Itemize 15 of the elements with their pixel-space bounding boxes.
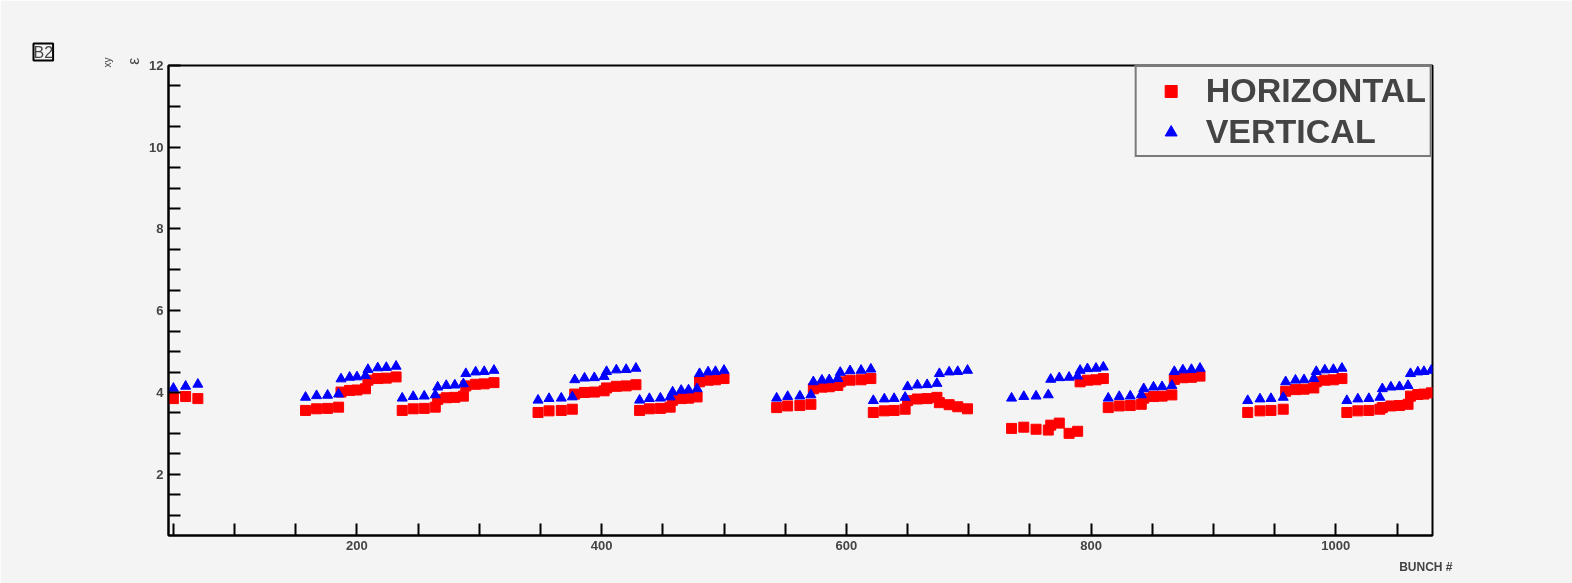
- y-tick-label: 12: [149, 58, 164, 73]
- y-tick-label: 6: [156, 303, 164, 319]
- legend-label: HORIZONTAL: [1205, 71, 1426, 110]
- legend-label: VERTICAL: [1205, 112, 1376, 151]
- x-tick-label: 400: [590, 537, 613, 553]
- y-axis-title: εxy: [101, 57, 142, 68]
- y-tick-label: 8: [156, 221, 164, 237]
- x-axis-title: BUNCH #: [1399, 559, 1453, 574]
- y-tick-label: 2: [156, 466, 164, 482]
- x-tick-label: 800: [1080, 537, 1102, 553]
- y-tick-label: 4: [156, 384, 165, 400]
- x-tick-label: 200: [346, 537, 368, 553]
- y-tick-label: 10: [149, 139, 164, 155]
- x-tick-label: 600: [835, 537, 858, 553]
- x-tick-label: 1000: [1321, 537, 1351, 553]
